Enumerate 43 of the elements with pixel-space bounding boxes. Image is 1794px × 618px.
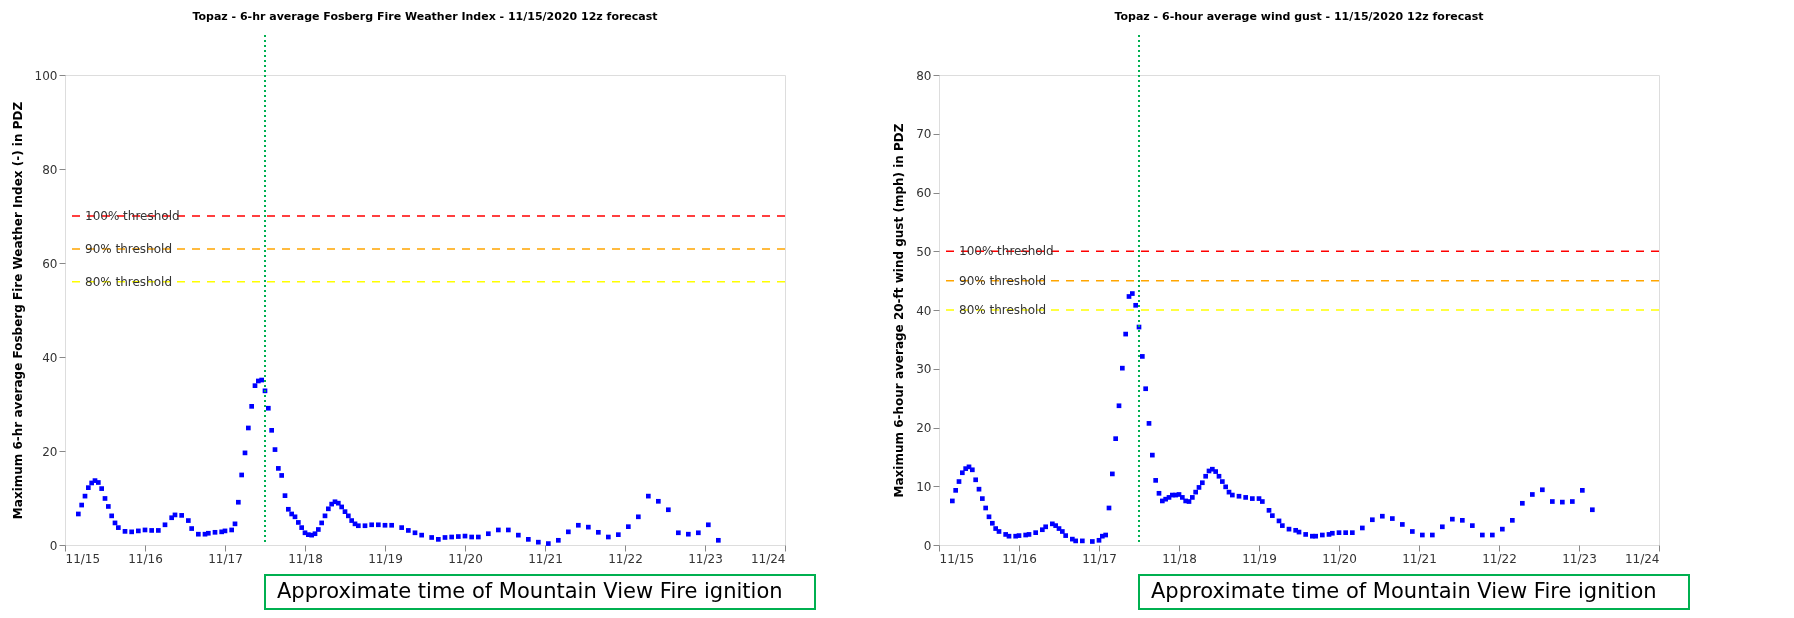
y-tick-label: 40	[42, 350, 58, 365]
y-axis-title: Maximum 6-hour average 20-ft wind gust (mph) in PDZ	[892, 123, 907, 498]
ref-line-label: 100% threshold	[85, 209, 180, 223]
x-tick-label: 11/23	[688, 551, 723, 566]
y-tick-label: 60	[916, 186, 932, 200]
y-tick-label: 100	[34, 68, 58, 83]
x-tick-label: 11/19	[1242, 551, 1277, 566]
y-tick-label: 10	[916, 479, 932, 494]
x-tick-label: 11/22	[608, 551, 643, 566]
x-tick-label: 11/21	[1402, 551, 1437, 566]
x-tick-label: 11/18	[1162, 551, 1197, 566]
y-tick-label: 80	[916, 68, 932, 83]
y-tick-label: 20	[916, 421, 932, 435]
ref-line-label: Approximate time of Mountain View Fire ignition	[1151, 579, 1657, 603]
x-tick-label: 11/24	[1624, 551, 1660, 566]
y-tick-label: 30	[916, 362, 932, 377]
chart-title: Topaz - 6-hr average Fosberg Fire Weather Index - 11/15/2020 12z forecast	[192, 10, 658, 23]
x-tick-label: 11/20	[1322, 551, 1357, 566]
y-tick-label: 70	[916, 127, 932, 142]
x-tick-label: 11/24	[750, 551, 786, 566]
x-tick-label: 11/22	[1482, 551, 1517, 566]
x-tick-label: 11/16	[1002, 551, 1037, 566]
y-tick-label: 20	[42, 444, 58, 459]
chart-title: Topaz - 6-hour average wind gust - 11/15/2020 12z forecast	[1114, 10, 1484, 23]
x-tick-label: 11/18	[288, 551, 323, 566]
x-tick-label: 11/19	[368, 551, 403, 566]
y-tick-label: 80	[42, 162, 58, 177]
y-tick-label: 60	[42, 256, 58, 271]
ref-line-label: 100% threshold	[959, 244, 1054, 259]
y-tick-label: 0	[923, 538, 932, 553]
y-tick-label: 0	[49, 538, 58, 553]
y-tick-label: 40	[916, 303, 932, 318]
x-tick-label: 11/16	[128, 551, 163, 566]
y-tick-label: 50	[916, 244, 932, 259]
ref-line-label: Approximate time of Mountain View Fire ignition	[277, 579, 783, 603]
x-tick-label: 11/15	[65, 551, 101, 566]
x-tick-label: 11/20	[448, 551, 483, 566]
y-axis-title: Maximum 6-hr average Fosberg Fire Weather Index (-) in PDZ	[10, 101, 25, 520]
x-tick-label: 11/23	[1562, 551, 1597, 566]
x-tick-label: 11/17	[1082, 551, 1117, 566]
x-tick-label: 11/21	[528, 551, 563, 566]
x-tick-label: 11/15	[939, 551, 975, 566]
x-tick-label: 11/17	[208, 551, 243, 566]
